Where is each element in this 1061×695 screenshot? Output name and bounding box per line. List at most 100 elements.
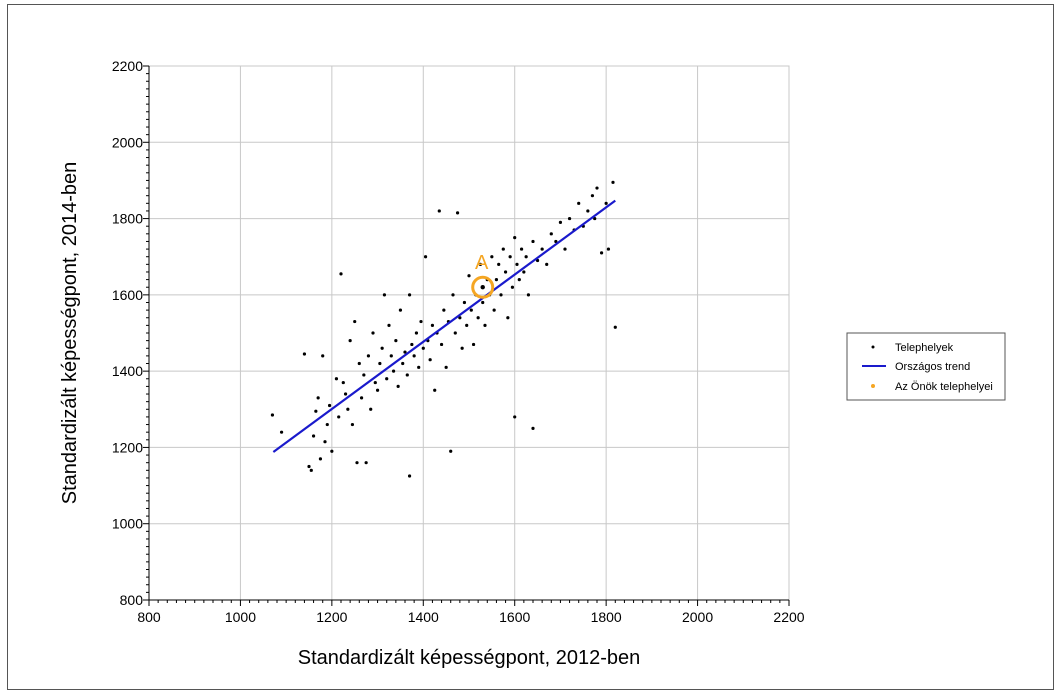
data-point [366,354,371,358]
data-point [476,316,480,320]
data-point [407,293,412,297]
data-point [346,407,350,411]
data-point [341,380,345,385]
data-point [405,373,409,377]
highlight-marker: A [471,252,495,299]
legend-marker-telephelyek [871,345,875,349]
data-point [330,449,334,453]
data-point [314,409,318,413]
data-point [398,308,403,312]
y-tick-label: 2000 [112,134,143,150]
data-point [378,361,382,366]
data-point [517,278,521,282]
x-tick-label: 1400 [408,609,439,625]
data-point [467,274,471,278]
data-point [590,194,595,198]
data-point [481,300,485,305]
data-point [382,293,387,297]
legend-label-telephelyek: Telephelyek [895,342,954,354]
data-point [503,270,508,274]
data-point [506,316,510,320]
data-point [389,354,393,358]
data-point [451,293,455,297]
data-point [323,440,327,444]
legend-label-az-onok-telephelyei: Az Önök telephelyei [895,381,993,393]
legend-label-orszagos-trend: Országos trend [895,361,970,373]
data-point [453,331,457,335]
data-point [444,365,448,369]
data-point [524,255,528,259]
data-point [401,361,405,366]
data-point [549,232,553,236]
data-point [577,201,581,205]
data-point [419,319,423,324]
data-point [371,331,375,335]
data-point [442,308,446,312]
data-point [513,415,517,419]
data-point [428,358,432,362]
data-point [497,262,501,266]
data-point [403,350,407,354]
legend-marker-az-onok-telephelyei [871,384,875,388]
data-point [593,216,597,221]
data-point [501,247,505,251]
data-point [348,339,352,343]
data-point [540,247,544,251]
highlight-ring [471,275,495,299]
data-point [465,323,469,327]
data-point [510,285,515,289]
data-point [327,403,332,408]
data-point [531,239,535,244]
data-point [423,255,428,259]
data-point [307,464,311,469]
data-point [490,255,494,259]
data-point [455,211,460,215]
y-tick-label: 800 [120,592,144,608]
x-tick-label: 1800 [591,609,622,625]
x-tick-label: 2200 [773,609,804,625]
data-point [385,377,389,381]
data-point [478,262,483,266]
y-tick-label: 1400 [112,363,143,379]
data-point [412,354,416,358]
x-tick-label: 800 [137,609,161,625]
data-point [362,373,366,377]
trend-line [272,199,616,453]
data-point [407,474,412,478]
data-point [410,342,414,347]
data-point [369,407,373,411]
data-point [353,319,357,324]
data-point [414,331,419,335]
data-point [554,239,558,244]
data-point [357,361,361,366]
data-point [373,380,377,385]
data-point [563,247,567,251]
data-point [380,346,384,350]
data-point [460,346,464,350]
data-point [599,251,604,255]
data-point [396,384,400,388]
x-tick-label: 1600 [499,609,530,625]
data-point [359,396,364,400]
data-point [421,346,425,350]
y-tick-label: 1600 [112,287,143,303]
y-tick-label: 1000 [112,516,143,532]
data-point [394,339,398,343]
data-point [595,186,599,190]
trend-line-segment [272,199,616,453]
data-point [558,220,563,224]
tick-labels: 800 1000 1200 1400 1600 1800 2000 2200 800 1000 12… [112,58,805,625]
data-points [270,180,617,478]
data-point [316,396,320,400]
data-point [318,457,323,461]
data-point [462,300,467,305]
data-point [492,308,496,312]
data-point [337,415,341,419]
data-point [586,209,590,213]
data-point [302,352,307,356]
data-point [494,278,499,282]
data-point [545,262,549,266]
data-point [531,426,535,430]
y-tick-label: 2200 [112,58,143,74]
data-point [339,272,343,276]
